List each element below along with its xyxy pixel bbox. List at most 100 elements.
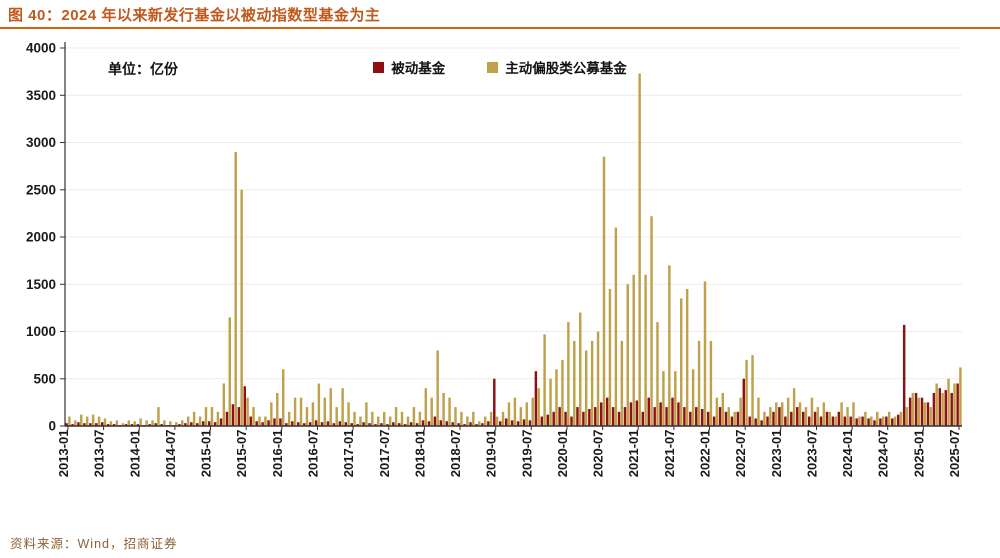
bar-passive: [718, 407, 722, 426]
bar-active: [305, 407, 309, 426]
bar-passive: [279, 418, 282, 426]
bar-passive: [689, 411, 692, 426]
bar-chart: 0 500 1000 1500 2000 2500 3000 3500 4000 2013-01 2…: [26, 41, 962, 478]
bar-active: [680, 298, 683, 427]
bar-active: [721, 392, 725, 426]
bar-passive: [207, 421, 211, 426]
bar-active: [525, 402, 528, 427]
bar-active: [74, 420, 77, 426]
bar-passive: [243, 386, 247, 426]
bar-passive: [267, 420, 270, 426]
bar-active: [798, 402, 802, 427]
bar-passive: [831, 416, 835, 426]
bar-passive: [873, 420, 876, 426]
bar-passive: [879, 418, 882, 426]
bar-active: [549, 378, 552, 426]
bar-active: [650, 216, 653, 426]
bar-passive: [730, 416, 734, 426]
bar-active: [691, 369, 695, 426]
svg-text:1000: 1000: [26, 324, 56, 339]
bar-active: [115, 420, 119, 426]
bar-passive: [902, 324, 906, 426]
bar-active: [929, 407, 932, 426]
bar-passive: [813, 411, 817, 426]
bar-passive: [291, 421, 294, 426]
svg-text:2021-01: 2021-01: [626, 430, 641, 478]
bar-active: [864, 411, 867, 426]
bar-passive: [433, 416, 437, 426]
bar-passive: [106, 424, 110, 426]
bar-passive: [796, 407, 799, 426]
bar-active: [501, 411, 505, 426]
bar-passive: [356, 424, 359, 426]
bar-active: [382, 411, 386, 426]
bar-passive: [112, 424, 116, 426]
bar-active: [745, 359, 748, 426]
bar-passive: [570, 416, 573, 426]
bar-passive: [843, 416, 846, 426]
bar-active: [573, 340, 576, 426]
svg-text:2022-07: 2022-07: [733, 430, 748, 478]
bar-active: [489, 411, 493, 426]
bar-passive: [160, 424, 163, 426]
bar-passive: [201, 421, 205, 426]
svg-text:2015-01: 2015-01: [199, 430, 214, 478]
bar-passive: [154, 423, 157, 426]
bar-active: [478, 421, 481, 426]
bar-active: [270, 402, 273, 427]
bar-passive: [760, 420, 763, 426]
bar-passive: [861, 416, 864, 426]
svg-text:2025-07: 2025-07: [947, 430, 962, 478]
bar-passive: [350, 423, 353, 426]
bar-active: [620, 340, 624, 426]
svg-text:2014-07: 2014-07: [163, 430, 178, 478]
bar-active: [727, 407, 730, 426]
bar-passive: [184, 423, 187, 426]
bar-active: [935, 383, 938, 426]
bar-active: [388, 416, 392, 426]
bar-active: [252, 407, 255, 426]
bar-active: [109, 421, 113, 426]
bar-passive: [374, 424, 377, 426]
bar-active: [371, 411, 374, 426]
bar-passive: [297, 422, 300, 426]
bar-passive: [617, 411, 621, 426]
svg-text:2000: 2000: [26, 230, 56, 245]
bar-passive: [695, 407, 698, 426]
figure-header: 图 40：2024 年以来新发行基金以被动指数型基金为主: [0, 0, 1000, 29]
bar-active: [644, 274, 647, 426]
bar-active: [68, 416, 71, 426]
bar-active: [430, 397, 433, 426]
bar-passive: [558, 407, 561, 426]
bar-active: [852, 402, 855, 427]
bar-active: [899, 411, 903, 426]
bar-active: [204, 407, 208, 426]
bar-active: [472, 411, 475, 426]
bar-passive: [285, 423, 288, 426]
bar-active: [335, 407, 338, 426]
bar-passive: [641, 411, 645, 426]
bar-active: [668, 265, 671, 426]
bar-passive: [867, 418, 870, 426]
bar-passive: [885, 416, 888, 426]
bar-active: [638, 73, 641, 426]
bar-passive: [255, 421, 258, 426]
bar-active: [608, 288, 612, 427]
bar-passive: [439, 420, 443, 426]
bar-active: [80, 414, 83, 426]
bar-passive: [499, 421, 502, 426]
bar-passive: [635, 400, 639, 427]
bar-passive: [908, 397, 912, 426]
bar-passive: [546, 414, 549, 426]
bar-active: [282, 369, 285, 426]
bar-active: [519, 407, 523, 426]
bar-passive: [83, 423, 86, 426]
bar-passive: [665, 407, 668, 426]
bar-active: [103, 418, 107, 426]
bar-active: [911, 392, 915, 426]
bar-passive: [409, 422, 413, 426]
bar-passive: [403, 424, 407, 426]
bar-active: [287, 411, 291, 426]
bar-active: [555, 369, 558, 426]
bar-active: [151, 420, 154, 426]
